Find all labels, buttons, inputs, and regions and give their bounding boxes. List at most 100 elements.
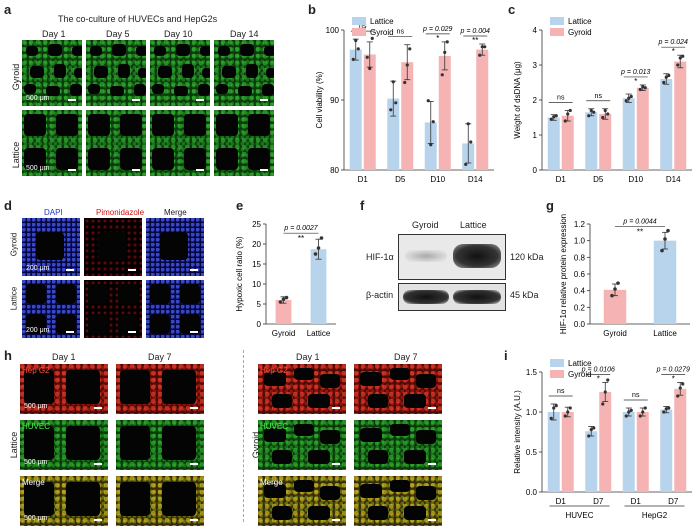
significance-star: ** — [298, 234, 304, 243]
data-point — [469, 140, 473, 144]
x-tick-label: Gyroid — [272, 329, 296, 338]
scaffold-pore — [360, 372, 382, 386]
scaffold-pore — [216, 114, 238, 136]
scale-bar-label: 500 μm — [26, 95, 50, 102]
scaffold-pore — [184, 114, 206, 136]
scaffold-pore — [162, 482, 196, 516]
panel-c-letter: c — [508, 2, 516, 17]
data-point — [664, 75, 668, 79]
scaffold-pore — [88, 148, 110, 170]
scale-bar — [332, 519, 340, 521]
scaffold-pore — [26, 284, 46, 304]
bar-gyroid — [674, 388, 687, 492]
panel-f-letter: f — [360, 198, 365, 213]
panel-d-pimonidazole: Pimonidazole — [96, 208, 145, 217]
scaffold-pore — [56, 284, 76, 304]
data-point — [610, 293, 614, 298]
panel-h-group-lattice: Lattice — [9, 431, 19, 459]
significance-star: * — [672, 47, 675, 56]
micrograph-lattice-day-1: 500 μm — [22, 110, 82, 176]
scale-bar — [66, 331, 74, 333]
scaffold-pore — [24, 482, 54, 516]
panel-h-row-label: Hep G2 — [22, 366, 50, 375]
scaffold-pore — [154, 46, 166, 56]
blot-label-actin: β-actin — [366, 290, 394, 300]
blot-lane-lattice: Lattice — [460, 220, 487, 230]
scale-bar — [428, 463, 436, 465]
scale-bar — [428, 407, 436, 409]
data-point — [284, 295, 289, 300]
data-point — [627, 96, 631, 100]
blot-label-hif: HIF-1α — [366, 252, 394, 262]
scale-bar — [128, 331, 136, 333]
micrograph-lattice-day-5 — [86, 110, 146, 176]
micrograph-gyroid-0: 200 μm — [22, 218, 80, 276]
x-tick-label: D5 — [593, 175, 604, 184]
data-point — [405, 63, 409, 67]
blot-hif-membrane — [398, 234, 506, 280]
scaffold-pore — [272, 394, 292, 408]
data-point — [641, 85, 645, 89]
blot-band-hif-lattice — [453, 244, 501, 268]
micrograph-lattice-0-1 — [116, 364, 204, 414]
micrograph-gyroid-2-0 — [258, 476, 346, 526]
data-point — [601, 402, 605, 406]
scaffold-pore — [152, 148, 174, 170]
data-point — [667, 406, 671, 410]
y-tick-label: 0.0 — [574, 320, 586, 329]
data-point — [389, 108, 393, 112]
scaffold-pore — [272, 450, 292, 464]
bar-lattice — [622, 412, 635, 492]
scale-bar — [190, 407, 198, 409]
data-point — [466, 122, 470, 126]
data-point — [681, 54, 685, 58]
scaffold-pore — [368, 394, 388, 408]
y-tick-label: 15 — [252, 260, 261, 269]
group-label-hepg2: HepG2 — [642, 511, 668, 520]
micrograph-lattice-day-10 — [150, 110, 210, 176]
x-tick-label: Gyroid — [603, 329, 627, 338]
bar-gyroid — [599, 114, 612, 170]
x-tick-label: Lattice — [653, 329, 677, 338]
data-point — [464, 162, 468, 166]
data-point — [662, 410, 666, 414]
scale-bar — [428, 519, 436, 521]
data-point — [431, 120, 435, 124]
x-tick-label: D1 — [358, 175, 369, 184]
scaffold-pore — [416, 430, 436, 444]
y-tick-label: 3 — [533, 61, 538, 70]
legend-swatch-lattice — [352, 17, 366, 25]
scaffold-pore — [74, 68, 82, 78]
data-point — [663, 237, 667, 241]
data-point — [676, 394, 680, 398]
scaffold-pore — [162, 426, 196, 460]
scaffold-pore — [24, 148, 46, 170]
bar-gyroid — [636, 87, 649, 170]
bar-gyroid — [561, 115, 574, 170]
blot-band-actin-lattice — [453, 290, 501, 304]
scaffold-pore — [264, 428, 286, 442]
data-point — [606, 378, 610, 382]
data-point — [356, 47, 360, 51]
significance-star: ** — [472, 36, 478, 45]
data-point — [445, 40, 449, 44]
data-point — [480, 45, 484, 49]
blot-band-actin-gyroid — [403, 290, 449, 304]
scale-bar — [66, 269, 74, 271]
scaffold-pore — [248, 114, 270, 136]
scaffold-pore — [150, 284, 170, 304]
data-point — [566, 410, 570, 414]
scaffold-pore — [88, 314, 108, 334]
bar-gyroid — [363, 54, 376, 170]
scaffold-pore — [110, 86, 124, 96]
scaffold-pore — [404, 506, 426, 520]
data-point — [566, 112, 570, 116]
y-tick-label: 0.5 — [526, 448, 538, 457]
scaffold-pore — [308, 450, 330, 464]
x-tick-label: D7 — [593, 497, 604, 506]
significance-label: ns — [632, 392, 640, 399]
data-point — [643, 86, 647, 90]
data-point — [678, 386, 682, 390]
data-point — [638, 414, 642, 418]
bar-lattice — [660, 79, 673, 170]
